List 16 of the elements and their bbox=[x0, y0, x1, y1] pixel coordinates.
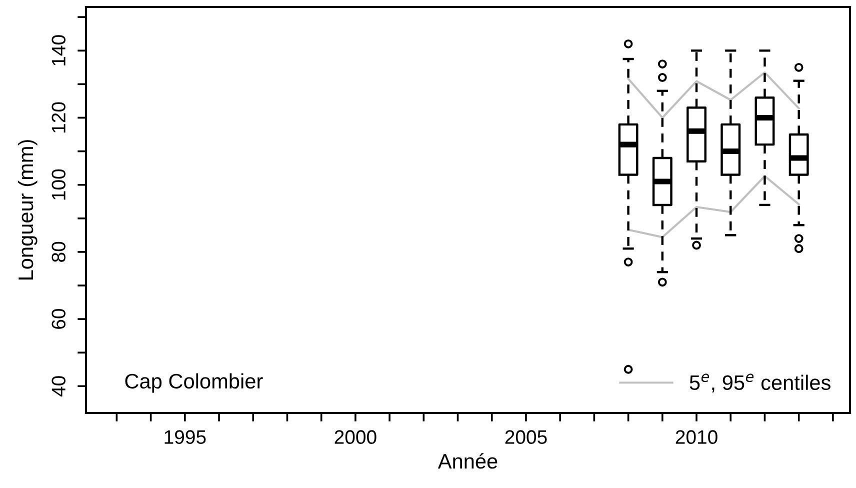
line-series bbox=[627, 175, 800, 238]
y-tick-label: 80 bbox=[52, 242, 66, 262]
legend-label: 5$^{e}$, 95$^{e}$ centiles bbox=[690, 374, 830, 392]
x-tick-label: 2000 bbox=[334, 430, 376, 444]
y-tick-label: 140 bbox=[52, 35, 66, 66]
y-tick-label: 40 bbox=[52, 376, 66, 397]
annotation: Cap Colombier bbox=[125, 373, 263, 393]
x-axis-title: Année bbox=[438, 453, 498, 469]
x-tick-label: 2010 bbox=[676, 430, 718, 444]
line-series bbox=[627, 71, 800, 119]
y-tick-label: 60 bbox=[52, 308, 66, 329]
y-tick-label: 120 bbox=[52, 102, 66, 132]
x-tick-label: 2005 bbox=[505, 430, 547, 444]
x-tick-label: 1995 bbox=[164, 430, 206, 444]
y-axis-title: Longueur (mm) bbox=[18, 140, 38, 280]
y-tick-label: 100 bbox=[52, 169, 66, 200]
